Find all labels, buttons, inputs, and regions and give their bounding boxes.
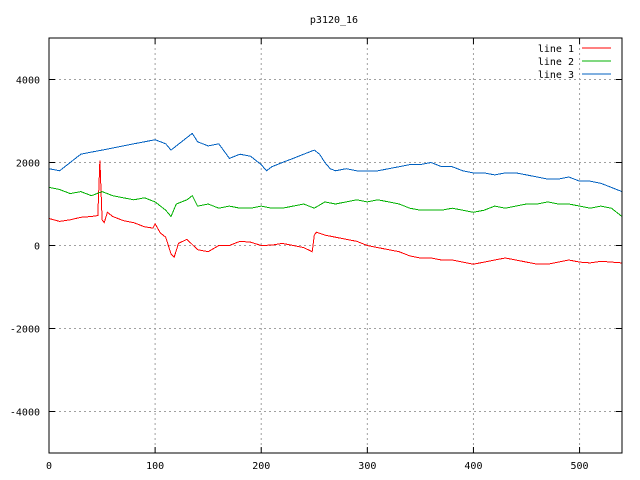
legend-label-2: line 2 bbox=[538, 57, 574, 68]
x-tick-label: 300 bbox=[358, 461, 376, 472]
chart-title: p3120_16 bbox=[310, 15, 358, 26]
plot-area-frame bbox=[48, 37, 623, 454]
y-tick-label: 0 bbox=[34, 242, 40, 253]
y-tick-label: -4000 bbox=[10, 408, 40, 419]
series-lines bbox=[48, 132, 623, 265]
legend: line 1 line 2 line 3 bbox=[538, 44, 611, 81]
x-tick-label: 0 bbox=[46, 461, 52, 472]
x-tick-label: 100 bbox=[146, 461, 164, 472]
y-tick-label: 2000 bbox=[16, 159, 40, 170]
legend-label-1: line 1 bbox=[538, 44, 574, 55]
series-line-3 bbox=[48, 132, 623, 193]
y-tick-label: -2000 bbox=[10, 325, 40, 336]
series-line-2 bbox=[48, 186, 623, 218]
x-tick-label: 500 bbox=[571, 461, 589, 472]
x-tick-label: 400 bbox=[464, 461, 482, 472]
series-line-1 bbox=[48, 160, 623, 265]
legend-label-3: line 3 bbox=[538, 70, 574, 81]
x-tick-label: 200 bbox=[252, 461, 270, 472]
axis-ticks: 0 100 200 300 400 500 -4000 -2000 0 2000 4000 bbox=[10, 38, 622, 472]
y-tick-label: 4000 bbox=[16, 76, 40, 87]
grid-lines bbox=[49, 38, 622, 453]
